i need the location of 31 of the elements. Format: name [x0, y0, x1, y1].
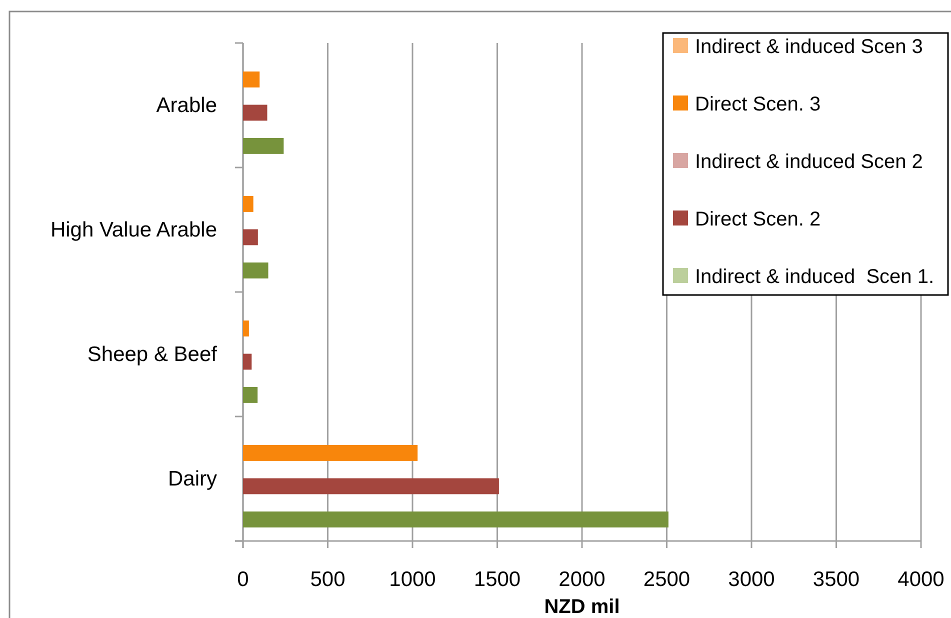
bar: [243, 229, 258, 246]
y-tick-label: Dairy: [168, 467, 218, 490]
y-tick-label: High Value Arable: [50, 218, 217, 242]
y-tick-label: Sheep & Beef: [87, 342, 218, 366]
bar: [243, 511, 668, 528]
x-axis-title: NZD mil: [544, 596, 620, 618]
x-tick-label: 1000: [389, 568, 436, 591]
bar: [243, 320, 249, 336]
bar: [243, 104, 268, 121]
x-tick-label: 3000: [728, 568, 775, 591]
bar: [243, 354, 252, 370]
legend-label: Direct Scen. 2: [695, 208, 821, 230]
legend-label: Indirect & induced Scen 3: [695, 36, 923, 58]
x-tick-label: 0: [237, 568, 249, 591]
legend-label: Direct Scen. 3: [695, 94, 821, 116]
x-tick-label: 500: [310, 568, 346, 591]
x-tick-label: 2500: [643, 568, 690, 591]
x-tick-label: 4000: [898, 568, 944, 591]
x-tick-label: 2000: [558, 568, 606, 591]
legend-label: Indirect & induced Scen 2: [695, 151, 923, 173]
bar: [243, 445, 418, 461]
bar: [243, 72, 260, 88]
bar: [243, 386, 258, 403]
bar: [243, 196, 254, 212]
bar: [243, 262, 268, 278]
x-tick-label: 3500: [812, 568, 860, 591]
bar: [243, 478, 499, 494]
y-tick-label: Arable: [156, 94, 217, 117]
legend-label: Indirect & induced Scen 1.: [695, 266, 934, 288]
x-tick-label: 1500: [474, 568, 521, 591]
bar: [243, 138, 284, 154]
